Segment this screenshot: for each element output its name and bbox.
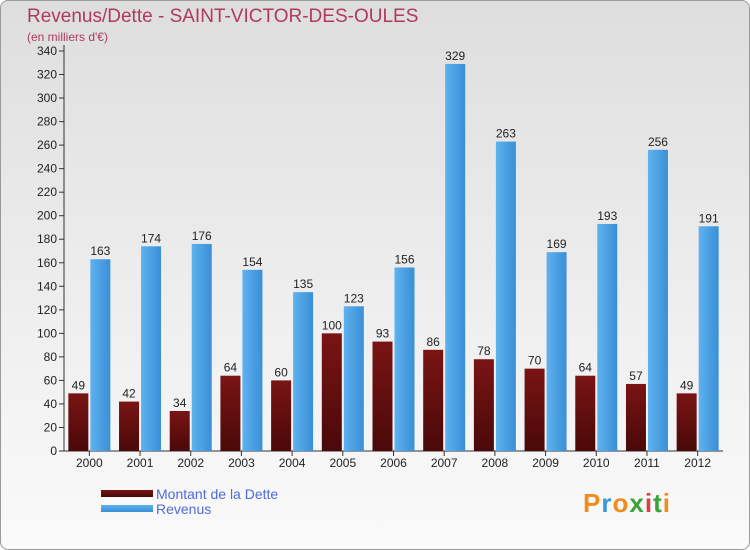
x-tick-label: 2005: [329, 456, 356, 470]
value-label-revenus: 193: [597, 209, 617, 223]
value-label-dette: 57: [629, 369, 643, 383]
bar-revenus: [698, 226, 719, 451]
y-tick-label: 300: [37, 91, 57, 105]
value-label-dette: 70: [528, 354, 542, 368]
y-tick-label: 40: [44, 397, 58, 411]
proxiti-logo: Proxiti: [583, 488, 671, 518]
y-tick-label: 0: [50, 444, 57, 458]
bar-dette: [220, 375, 241, 451]
x-tick-label: 2011: [634, 456, 660, 470]
bar-dette: [625, 383, 646, 451]
value-label-revenus: 169: [547, 237, 567, 251]
bar-dette: [321, 333, 342, 451]
value-label-revenus: 256: [648, 135, 668, 149]
value-label-revenus: 191: [699, 211, 719, 225]
x-tick-label: 2003: [228, 456, 255, 470]
value-label-dette: 86: [427, 335, 441, 349]
bar-revenus: [597, 223, 618, 451]
y-tick-label: 80: [44, 350, 58, 364]
bar-revenus: [495, 141, 516, 451]
y-tick-label: 180: [37, 232, 57, 246]
x-tick-label: 2006: [380, 456, 407, 470]
y-tick-label: 240: [37, 162, 57, 176]
bar-revenus: [293, 292, 314, 451]
bar-revenus: [546, 252, 567, 451]
y-tick-label: 340: [37, 44, 57, 58]
x-tick-label: 2008: [482, 456, 509, 470]
bar-dette: [473, 359, 494, 451]
bar-revenus: [445, 63, 466, 452]
x-tick-label: 2000: [76, 456, 103, 470]
value-label-dette: 64: [579, 361, 593, 375]
y-tick-label: 160: [37, 256, 57, 270]
value-label-revenus: 154: [242, 255, 262, 269]
x-tick-label: 2007: [431, 456, 458, 470]
x-tick-label: 2004: [279, 456, 306, 470]
y-tick-label: 20: [44, 420, 58, 434]
y-tick-label: 320: [37, 68, 57, 82]
x-tick-label: 2001: [127, 456, 154, 470]
value-label-revenus: 176: [192, 229, 212, 243]
bar-dette: [575, 375, 596, 451]
value-label-dette: 78: [477, 344, 491, 358]
y-tick-label: 100: [37, 326, 57, 340]
x-tick-label: 2012: [684, 456, 711, 470]
bar-chart: 0 20 40 60 80 100 120 140 160 180 200 220 240 260 280 3…: [37, 44, 723, 470]
value-label-dette: 60: [274, 365, 288, 379]
value-label-revenus: 329: [445, 49, 465, 63]
bar-dette: [676, 393, 697, 451]
bar-dette: [372, 341, 393, 451]
bar-revenus: [90, 259, 111, 451]
bar-revenus: [647, 149, 668, 451]
y-tick-label: 260: [37, 138, 57, 152]
value-label-dette: 93: [376, 327, 390, 341]
value-label-revenus: 174: [141, 231, 161, 245]
y-tick-label: 200: [37, 209, 57, 223]
bar-dette: [271, 380, 292, 451]
value-label-dette: 100: [322, 318, 342, 332]
value-label-dette: 64: [224, 361, 238, 375]
x-tick-label: 2010: [583, 456, 610, 470]
value-label-revenus: 163: [90, 244, 110, 258]
y-tick-label: 140: [37, 279, 57, 293]
value-label-dette: 42: [122, 387, 136, 401]
bar-revenus: [191, 243, 212, 451]
x-tick-label: 2002: [177, 456, 204, 470]
x-tick-label: 2009: [532, 456, 559, 470]
legend-label-revenus: Revenus: [156, 501, 212, 517]
bar-revenus: [242, 269, 263, 451]
value-label-revenus: 123: [344, 291, 364, 305]
bar-revenus: [394, 267, 415, 451]
legend-swatch-revenus: [101, 505, 153, 512]
y-tick-label: 220: [37, 185, 57, 199]
bar-revenus: [141, 246, 162, 451]
bar-dette: [169, 411, 190, 451]
legend-label-dette: Montant de la Dette: [156, 486, 279, 502]
bar-dette: [119, 401, 140, 451]
legend-swatch-dette: [101, 490, 153, 497]
y-tick-label: 280: [37, 115, 57, 129]
value-label-revenus: 263: [496, 127, 516, 141]
value-label-dette: 49: [680, 378, 694, 392]
value-label-revenus: 135: [293, 277, 313, 291]
chart-title: Revenus/Dette - SAINT-VICTOR-DES-OULES: [27, 6, 419, 27]
bar-dette: [524, 368, 545, 451]
chart-subtitle: (en milliers d'€): [27, 30, 108, 44]
bar-dette: [68, 393, 89, 451]
y-tick-label: 60: [44, 373, 58, 387]
value-label-revenus: 156: [394, 252, 414, 266]
value-label-dette: 49: [72, 378, 86, 392]
value-label-dette: 34: [173, 396, 187, 410]
bar-dette: [423, 349, 444, 451]
y-tick-label: 120: [37, 303, 57, 317]
bar-revenus: [343, 306, 364, 451]
